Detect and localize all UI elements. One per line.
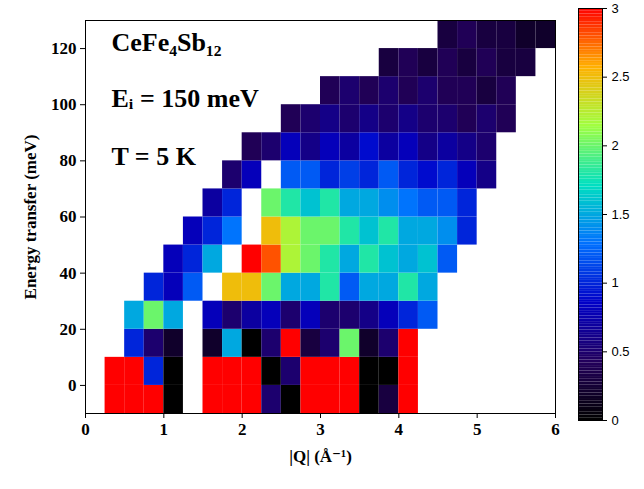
svg-text:3: 3 (612, 1, 619, 16)
svg-text:T = 5 K: T = 5 K (112, 142, 197, 171)
svg-text:0.5: 0.5 (612, 344, 630, 359)
svg-text:Eᵢ = 150 meV: Eᵢ = 150 meV (112, 84, 259, 113)
svg-text:|Q| (Å⁻¹): |Q| (Å⁻¹) (289, 447, 352, 466)
svg-text:100: 100 (51, 95, 77, 114)
svg-text:2: 2 (238, 420, 247, 439)
svg-text:1.5: 1.5 (612, 207, 630, 222)
svg-text:3: 3 (316, 420, 325, 439)
svg-text:CeFe₄Sb₁₂: CeFe₄Sb₁₂ (112, 28, 222, 57)
svg-text:6: 6 (551, 420, 560, 439)
svg-text:0: 0 (81, 420, 90, 439)
svg-text:1: 1 (612, 275, 619, 290)
svg-text:1: 1 (160, 420, 169, 439)
svg-text:120: 120 (51, 39, 77, 58)
svg-text:2.5: 2.5 (612, 69, 630, 84)
svg-text:20: 20 (60, 320, 77, 339)
svg-text:Energy transfer (meV): Energy transfer (meV) (21, 135, 40, 300)
svg-text:0: 0 (68, 376, 77, 395)
svg-text:0: 0 (612, 413, 619, 428)
svg-text:4: 4 (395, 420, 404, 439)
svg-text:5: 5 (473, 420, 482, 439)
svg-text:2: 2 (612, 138, 619, 153)
svg-text:60: 60 (60, 207, 77, 226)
svg-text:40: 40 (60, 264, 77, 283)
svg-text:80: 80 (60, 151, 77, 170)
